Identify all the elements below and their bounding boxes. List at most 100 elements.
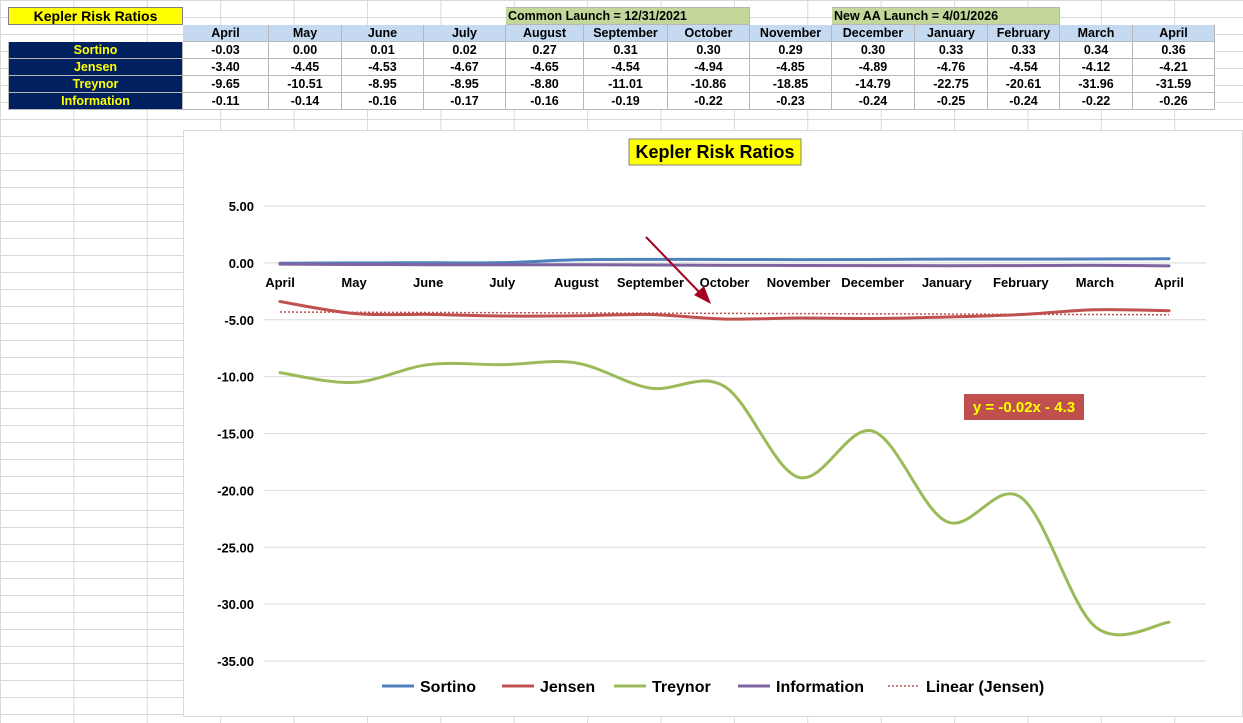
y-tick-label: -30.00 [217,597,254,612]
value-cell[interactable]: -0.16 [505,92,584,110]
common-launch-note[interactable]: Common Launch = 12/31/2021 [505,7,750,25]
value-cell[interactable]: -0.22 [667,92,750,110]
table-row: Sortino -0.03 0.00 0.01 0.02 0.27 0.31 0.30 0.29… [8,41,1215,59]
legend-label: Treynor [652,679,711,696]
value-cell[interactable]: -0.03 [182,41,269,59]
value-cell[interactable]: -10.86 [667,75,750,93]
value-cell[interactable]: -0.22 [1059,92,1133,110]
value-cell[interactable]: 0.01 [341,41,424,59]
empty-cell[interactable] [750,8,832,25]
y-tick-label: -20.00 [217,483,254,498]
value-cell[interactable]: -3.40 [182,58,269,76]
value-cell[interactable]: -8.95 [423,75,506,93]
y-tick-label: 5.00 [229,199,254,214]
value-cell[interactable]: -4.21 [1132,58,1215,76]
value-cell[interactable]: -20.61 [987,75,1060,93]
series-line-treynor [278,360,1171,637]
sheet-title[interactable]: Kepler Risk Ratios [8,7,183,25]
value-cell[interactable]: 0.33 [914,41,988,59]
value-cell[interactable]: -4.67 [423,58,506,76]
row-label[interactable]: Jensen [8,58,183,76]
month-header[interactable]: May [268,24,342,42]
value-cell[interactable]: -4.54 [583,58,668,76]
x-tick-label: September [617,275,684,290]
value-cell[interactable]: -10.51 [268,75,342,93]
value-cell[interactable]: 0.00 [268,41,342,59]
x-tick-label: December [841,275,904,290]
value-cell[interactable]: -0.19 [583,92,668,110]
value-cell[interactable]: 0.34 [1059,41,1133,59]
line-chart: Kepler Risk Ratios 5.00 0.00 -5.00 -10.00 -15… [217,138,1206,696]
month-header[interactable]: October [667,24,750,42]
month-header[interactable]: December [831,24,915,42]
x-tick-label: November [767,275,831,290]
value-cell[interactable]: -0.25 [914,92,988,110]
value-cell[interactable]: -4.65 [505,58,584,76]
value-cell[interactable]: 0.30 [831,41,915,59]
value-cell[interactable]: -0.24 [987,92,1060,110]
row-label[interactable]: Treynor [8,75,183,93]
value-cell[interactable]: -0.14 [268,92,342,110]
chart-area[interactable]: Kepler Risk Ratios 5.00 0.00 -5.00 -10.00 -15… [183,130,1243,717]
x-tick-label: April [1154,275,1184,290]
table-row: Information -0.11 -0.14 -0.16 -0.17 -0.16 -0.1… [8,92,1215,110]
value-cell[interactable]: -0.16 [341,92,424,110]
row-label[interactable]: Sortino [8,41,183,59]
month-header[interactable]: January [914,24,988,42]
value-cell[interactable]: 0.27 [505,41,584,59]
value-cell[interactable]: -31.96 [1059,75,1133,93]
month-header[interactable]: September [583,24,668,42]
value-cell[interactable]: -8.95 [341,75,424,93]
row-label[interactable]: Information [8,92,183,110]
value-cell[interactable]: -22.75 [914,75,988,93]
month-header[interactable]: April [182,24,269,42]
month-header[interactable]: August [505,24,584,42]
value-cell[interactable]: 0.30 [667,41,750,59]
value-cell[interactable]: -0.17 [423,92,506,110]
x-tick-label: May [341,275,367,290]
value-cell[interactable]: -31.59 [1132,75,1215,93]
value-cell[interactable]: -4.89 [831,58,915,76]
value-cell[interactable]: 0.02 [423,41,506,59]
x-tick-label: April [265,275,295,290]
new-aa-launch-note[interactable]: New AA Launch = 4/01/2026 [831,7,1060,25]
legend-label: Jensen [540,679,595,696]
value-cell[interactable]: -4.76 [914,58,988,76]
month-header[interactable]: March [1059,24,1133,42]
month-header[interactable]: June [341,24,424,42]
value-cell[interactable]: -4.53 [341,58,424,76]
x-tick-label: August [554,275,599,290]
series-line-jensen [278,300,1171,321]
legend-label: Linear (Jensen) [926,679,1044,696]
value-cell[interactable]: -4.85 [749,58,832,76]
value-cell[interactable]: -4.12 [1059,58,1133,76]
y-tick-label: -35.00 [217,654,254,669]
empty-cell[interactable] [183,8,506,25]
corner-cell[interactable] [9,25,183,42]
value-cell[interactable]: -8.80 [505,75,584,93]
value-cell[interactable]: 0.29 [749,41,832,59]
value-cell[interactable]: -4.54 [987,58,1060,76]
value-cell[interactable]: 0.31 [583,41,668,59]
value-cell[interactable]: -18.85 [749,75,832,93]
month-header[interactable]: February [987,24,1060,42]
value-cell[interactable]: -14.79 [831,75,915,93]
value-cell[interactable]: -0.11 [182,92,269,110]
value-cell[interactable]: -0.23 [749,92,832,110]
value-cell[interactable]: -4.94 [667,58,750,76]
value-cell[interactable]: -0.24 [831,92,915,110]
value-cell[interactable]: -9.65 [182,75,269,93]
value-cell[interactable]: 0.33 [987,41,1060,59]
value-cell[interactable]: 0.36 [1132,41,1215,59]
month-header[interactable]: November [749,24,832,42]
month-header[interactable]: July [423,24,506,42]
y-tick-label: -10.00 [217,370,254,385]
chart-title-box [628,138,802,166]
value-cell[interactable]: -4.45 [268,58,342,76]
value-cell[interactable]: -0.26 [1132,92,1215,110]
x-tick-label: March [1076,275,1114,290]
y-tick-label: -5.00 [224,313,254,328]
month-header[interactable]: April [1132,24,1215,42]
value-cell[interactable]: -11.01 [583,75,668,93]
empty-cell[interactable] [1060,8,1215,25]
